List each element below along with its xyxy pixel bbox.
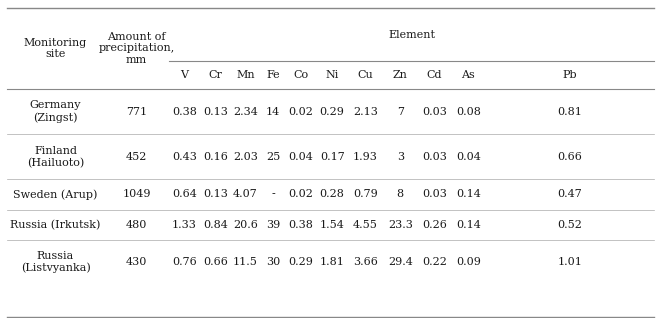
Text: 0.43: 0.43 bbox=[172, 152, 197, 162]
Text: Zn: Zn bbox=[393, 70, 408, 80]
Text: Co: Co bbox=[293, 70, 308, 80]
Text: 23.3: 23.3 bbox=[388, 220, 412, 230]
Text: Germany
(Zingst): Germany (Zingst) bbox=[30, 100, 81, 123]
Text: Mn: Mn bbox=[236, 70, 255, 80]
Text: Ni: Ni bbox=[325, 70, 339, 80]
Text: 771: 771 bbox=[126, 107, 147, 117]
Text: 1.81: 1.81 bbox=[320, 257, 344, 267]
Text: Pb: Pb bbox=[563, 70, 577, 80]
Text: 1.33: 1.33 bbox=[172, 220, 197, 230]
Text: 39: 39 bbox=[266, 220, 280, 230]
Text: 0.66: 0.66 bbox=[557, 152, 582, 162]
Text: 2.34: 2.34 bbox=[233, 107, 258, 117]
Text: 8: 8 bbox=[397, 190, 404, 199]
Text: 0.79: 0.79 bbox=[353, 190, 378, 199]
Text: 0.04: 0.04 bbox=[288, 152, 313, 162]
Text: Cu: Cu bbox=[358, 70, 373, 80]
Text: Finland
(Hailuoto): Finland (Hailuoto) bbox=[27, 146, 84, 168]
Text: 430: 430 bbox=[126, 257, 147, 267]
Text: Element: Element bbox=[388, 30, 435, 39]
Text: 0.03: 0.03 bbox=[422, 107, 447, 117]
Text: 0.22: 0.22 bbox=[422, 257, 447, 267]
Text: 11.5: 11.5 bbox=[233, 257, 258, 267]
Text: Amount of
precipitation,
mm: Amount of precipitation, mm bbox=[98, 32, 175, 65]
Text: 0.84: 0.84 bbox=[203, 220, 228, 230]
Text: 14: 14 bbox=[266, 107, 280, 117]
Text: 1.54: 1.54 bbox=[320, 220, 344, 230]
Text: 29.4: 29.4 bbox=[388, 257, 412, 267]
Text: 3: 3 bbox=[397, 152, 404, 162]
Text: V: V bbox=[180, 70, 188, 80]
Text: 0.02: 0.02 bbox=[288, 107, 313, 117]
Text: 1049: 1049 bbox=[122, 190, 151, 199]
Text: 0.16: 0.16 bbox=[203, 152, 228, 162]
Text: 30: 30 bbox=[266, 257, 280, 267]
Text: 0.14: 0.14 bbox=[456, 220, 481, 230]
Text: 20.6: 20.6 bbox=[233, 220, 258, 230]
Text: 7: 7 bbox=[397, 107, 404, 117]
Text: 0.13: 0.13 bbox=[203, 190, 228, 199]
Text: 0.47: 0.47 bbox=[557, 190, 582, 199]
Text: 0.04: 0.04 bbox=[456, 152, 481, 162]
Text: 1.01: 1.01 bbox=[557, 257, 582, 267]
Text: 0.28: 0.28 bbox=[320, 190, 344, 199]
Text: 2.13: 2.13 bbox=[353, 107, 378, 117]
Text: -: - bbox=[271, 190, 275, 199]
Text: 3.66: 3.66 bbox=[353, 257, 378, 267]
Text: 0.08: 0.08 bbox=[456, 107, 481, 117]
Text: Russia
(Listvyanka): Russia (Listvyanka) bbox=[20, 251, 91, 273]
Text: 0.13: 0.13 bbox=[203, 107, 228, 117]
Text: 0.03: 0.03 bbox=[422, 152, 447, 162]
Text: 0.02: 0.02 bbox=[288, 190, 313, 199]
Text: 0.09: 0.09 bbox=[456, 257, 481, 267]
Text: 0.29: 0.29 bbox=[288, 257, 313, 267]
Text: 0.66: 0.66 bbox=[203, 257, 228, 267]
Text: 0.26: 0.26 bbox=[422, 220, 447, 230]
Text: 4.55: 4.55 bbox=[353, 220, 378, 230]
Text: Russia (Irkutsk): Russia (Irkutsk) bbox=[11, 219, 100, 230]
Text: 4.07: 4.07 bbox=[233, 190, 258, 199]
Text: 0.14: 0.14 bbox=[456, 190, 481, 199]
Text: 0.03: 0.03 bbox=[422, 190, 447, 199]
Text: 0.17: 0.17 bbox=[320, 152, 344, 162]
Text: Cr: Cr bbox=[209, 70, 222, 80]
Text: 0.64: 0.64 bbox=[172, 190, 197, 199]
Text: 25: 25 bbox=[266, 152, 280, 162]
Text: 0.52: 0.52 bbox=[557, 220, 582, 230]
Text: 452: 452 bbox=[126, 152, 147, 162]
Text: Monitoring
site: Monitoring site bbox=[24, 38, 87, 59]
Text: 2.03: 2.03 bbox=[233, 152, 258, 162]
Text: 0.29: 0.29 bbox=[320, 107, 344, 117]
Text: As: As bbox=[461, 70, 475, 80]
Text: Sweden (Arup): Sweden (Arup) bbox=[13, 189, 98, 200]
Text: 0.76: 0.76 bbox=[172, 257, 197, 267]
Text: 0.38: 0.38 bbox=[288, 220, 313, 230]
Text: 0.38: 0.38 bbox=[172, 107, 197, 117]
Text: 480: 480 bbox=[126, 220, 147, 230]
Text: Fe: Fe bbox=[266, 70, 280, 80]
Text: 1.93: 1.93 bbox=[353, 152, 378, 162]
Text: Cd: Cd bbox=[427, 70, 442, 80]
Text: 0.81: 0.81 bbox=[557, 107, 582, 117]
